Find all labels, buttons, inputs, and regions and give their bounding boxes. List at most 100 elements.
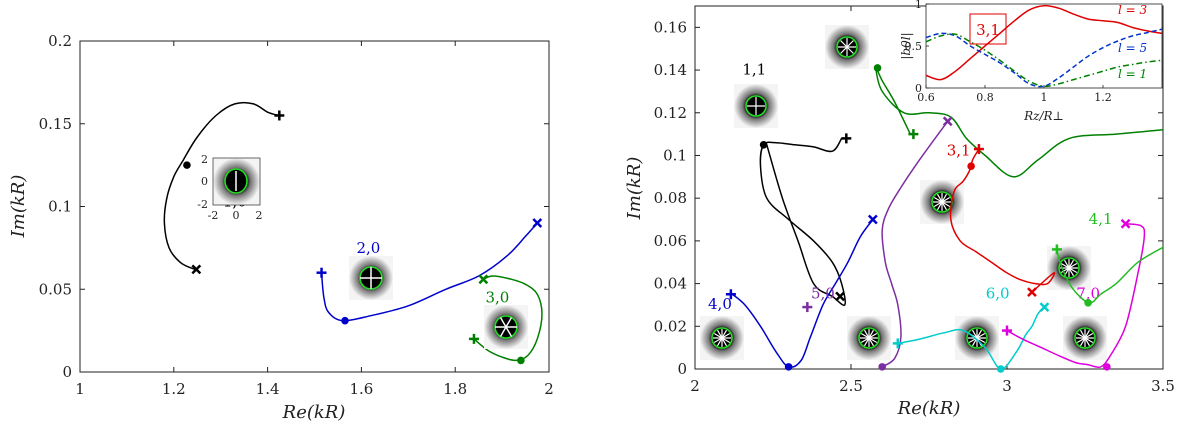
right-series-4-0-line — [731, 219, 874, 368]
left-series-3-0-label: 3,0 — [485, 288, 509, 306]
left-inset-tick-x-right: 2 — [256, 209, 263, 222]
left-inset-tick-y-mid: 0 — [201, 175, 208, 188]
inset-box-label: 3,1 — [976, 21, 1000, 39]
inset-x-label: Rz/R⊥ — [1023, 109, 1064, 123]
panel-right: 2 2.5 3 3.5 0 0.02 0.04 0.06 0.08 0.1 0.12 0.14 0.16… — [624, 0, 1175, 419]
left-y-tick-label: 0.15 — [39, 115, 72, 133]
right-series-3-1-dot — [967, 162, 975, 170]
right-series-1-1-end-marker — [835, 291, 845, 302]
right-series-2-1-start-marker — [908, 129, 919, 140]
inset-curve-l-3 — [925, 4, 1163, 81]
left-mode-image-3-0 — [484, 305, 528, 349]
right-y-tick-label: 0.14 — [654, 61, 687, 79]
left-series-3-0-start-marker — [468, 333, 479, 344]
inset-x-tick-label: 1.2 — [1094, 91, 1112, 104]
right-mode-image-6-0 — [955, 316, 999, 360]
right-y-tick-label: 0.04 — [654, 275, 687, 293]
right-series-1-1-start-marker — [841, 133, 852, 144]
inset-curve-l-5 — [925, 28, 1163, 88]
right-y-tick-label: 0.12 — [654, 104, 687, 122]
right-series-3-1-start-marker — [973, 144, 984, 155]
left-series-2-0-line — [320, 222, 538, 322]
right-series-6-0-start-marker — [892, 338, 903, 349]
inset-y-tick-label: 0 — [915, 82, 922, 95]
left-x-tick-label: 2 — [544, 380, 554, 398]
left-inset-tick-x-left: -2 — [208, 209, 219, 222]
left-inset-1-0: 2 0 -2 -2 0 2 — [197, 153, 262, 222]
left-x-tick-label: 1.8 — [443, 380, 467, 398]
inset-box-label-frame — [969, 13, 1007, 45]
left-x-axis-label: Re(kR) — [282, 402, 346, 423]
left-mode-image-2-0 — [349, 256, 393, 300]
left-series-2-0-label: 2,0 — [357, 239, 381, 257]
left-series-1-0-dot — [183, 161, 191, 169]
right-series-5-0-start-marker — [802, 302, 813, 313]
right-x-tick-label: 3.5 — [1151, 377, 1175, 395]
right-series-7-0-line — [1006, 223, 1146, 368]
left-inset-tick-y-top: 2 — [201, 153, 208, 166]
right-series-6-0-dot — [996, 365, 1005, 373]
right-mode-image-5-0 — [847, 316, 891, 360]
left-inset-tick-y-bot: -2 — [197, 198, 208, 211]
left-x-tick-label: 1 — [75, 380, 85, 398]
left-series-1-0-line — [163, 101, 279, 271]
left-inset-tick-x-mid: 0 — [233, 209, 240, 222]
right-series-1-1-dot — [759, 140, 768, 149]
left-series-3-0-dot — [517, 356, 525, 365]
inset-x-tick-label: 1 — [1041, 91, 1048, 104]
right-series-4-1-label: 4,1 — [1089, 210, 1113, 228]
right-series-6-0-label: 6,0 — [986, 285, 1010, 303]
right-series-4-1-start-marker — [1051, 244, 1062, 255]
inset-x-tick-label: 0.6 — [917, 91, 935, 104]
inset-y-tick-label: 1 — [915, 0, 922, 11]
right-y-tick-label: 0.16 — [654, 18, 687, 36]
left-ticks: 1 1.2 1.4 1.6 1.8 2 0 0.05 0.1 0.15 0.2 — [39, 32, 554, 398]
left-series-2-0-start-marker — [316, 267, 327, 278]
right-series-7-0-start-marker — [1002, 325, 1012, 336]
left-series-2-0-end-marker — [532, 218, 543, 228]
right-series-5-0-label: 5,0 — [811, 285, 835, 303]
inset-legend-l1: l = 1 — [1118, 67, 1147, 81]
inset-axes-box — [925, 3, 1163, 89]
right-series-3-1-end-marker — [1027, 287, 1037, 298]
left-series-1-0-start-marker — [274, 110, 285, 121]
right-series-4-0-label: 4,0 — [708, 295, 732, 313]
left-series-2-0-dot — [341, 316, 349, 325]
right-inset-plot: 0.6 0.8 1 1.2 0 0.5 1 3,1 l = 3 l = 5 l = 1 Rz… — [899, 0, 1163, 123]
right-series-1-1-line — [759, 137, 846, 307]
right-series-5-0-end-marker — [942, 116, 953, 127]
right-y-tick-label: 0 — [677, 360, 687, 378]
left-series-3-0-end-marker — [478, 274, 489, 285]
inset-curves — [925, 4, 1163, 88]
inset-legend-l5: l = 5 — [1118, 41, 1147, 55]
right-y-axis-label: Im(kR) — [624, 157, 645, 221]
inset-curve-l-1 — [925, 33, 1163, 88]
right-mode-image-4-0 — [700, 316, 744, 360]
inset-x-tick-label: 0.8 — [976, 91, 994, 104]
left-series-1-0-end-marker — [191, 264, 202, 275]
right-x-axis-label: Re(kR) — [897, 398, 961, 419]
right-y-tick-label: 0.1 — [663, 146, 687, 164]
left-y-tick-label: 0.1 — [48, 198, 72, 216]
right-x-tick-label: 3 — [1002, 377, 1012, 395]
inset-y-tick-label: 0.5 — [905, 40, 923, 53]
right-y-tick-label: 0.02 — [654, 317, 687, 335]
right-mode-image-7-0 — [1063, 316, 1107, 360]
left-x-tick-label: 1.6 — [349, 380, 373, 398]
left-series: 1,02,03,0 — [163, 101, 543, 365]
left-y-axis-label: Im(kR) — [8, 175, 29, 239]
left-axes-box — [79, 40, 550, 373]
right-series-5-0-dot — [878, 363, 886, 371]
right-series-4-0-start-marker — [725, 289, 736, 300]
right-x-tick-label: 2 — [690, 377, 700, 395]
right-series-1-1-label: 1,1 — [742, 60, 766, 78]
right-series-4-1-dot — [1084, 299, 1092, 307]
right-series-3-1-line — [949, 148, 1056, 293]
right-mode-image-2-1 — [825, 25, 869, 69]
right-mode-images — [700, 25, 1107, 360]
right-mode-image-1-1 — [734, 84, 778, 128]
right-series-7-0-end-marker — [1120, 218, 1131, 229]
right-series-2-1-dot — [873, 64, 882, 72]
